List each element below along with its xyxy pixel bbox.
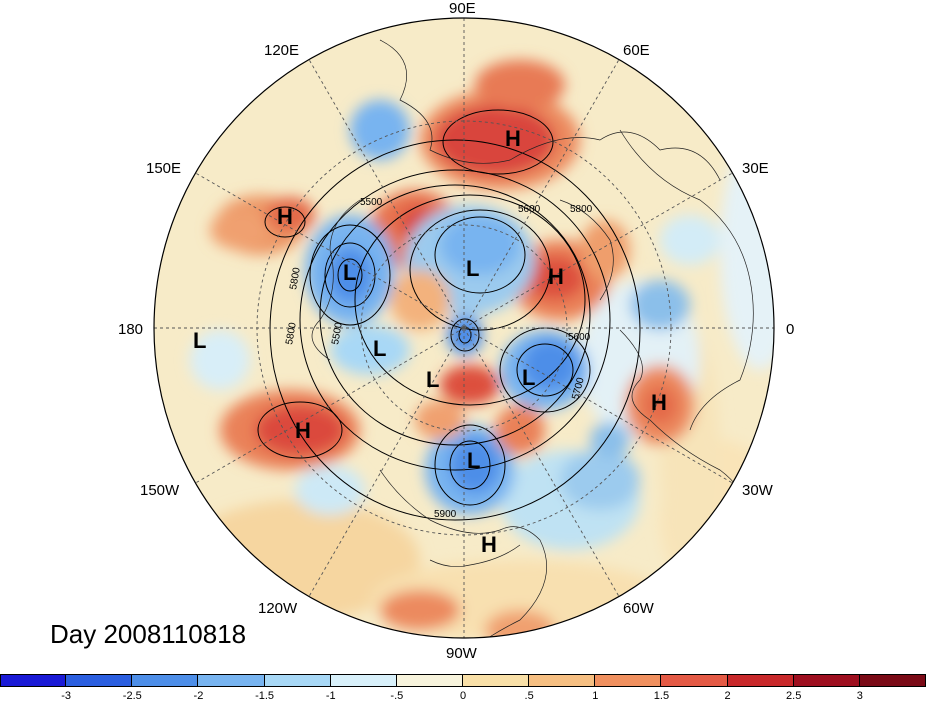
low-center: L bbox=[466, 256, 479, 281]
colorbar-tick-label: -1.5 bbox=[255, 690, 275, 702]
lon-label-180: 180 bbox=[118, 321, 143, 338]
colorbar-swatch bbox=[66, 674, 133, 687]
lon-label-60w: 60W bbox=[623, 600, 655, 617]
anomaly-field bbox=[154, 18, 774, 638]
contour-labels: 5600 5800 5500 5800 5500 5700 5600 5800 … bbox=[284, 197, 593, 520]
colorbar: -3 -2.5 -2 -1.5 -1 -.5 0 .5 1 1.5 2 2.5 3 bbox=[0, 674, 928, 702]
lon-label-120w: 120W bbox=[258, 600, 298, 617]
colorbar-tick-label: 2.5 bbox=[786, 690, 802, 702]
colorbar-swatch bbox=[264, 674, 331, 687]
contour-label: 5800 bbox=[570, 204, 593, 215]
contour-label: 5500 bbox=[330, 321, 345, 345]
lon-label-30w: 30W bbox=[742, 482, 774, 499]
colorbar-swatch bbox=[793, 674, 860, 687]
colorbar-tick-label: 3 bbox=[856, 690, 863, 702]
low-center: L bbox=[467, 448, 480, 473]
colorbar-swatch bbox=[132, 674, 199, 687]
graticule bbox=[154, 18, 774, 638]
height-contours bbox=[257, 109, 641, 521]
low-center: L bbox=[193, 328, 206, 353]
contour-label: 5600 bbox=[518, 204, 541, 215]
contour-label: 5800 bbox=[288, 266, 303, 290]
colorbar-tick-label: -3 bbox=[61, 690, 72, 702]
contour-label: 5600 bbox=[568, 332, 591, 343]
colorbar-swatch bbox=[529, 674, 596, 687]
lon-label-90w: 90W bbox=[446, 645, 478, 662]
longitude-labels: 90E 60E 30E 0 30W 60W 90W 120W 150W 180 … bbox=[118, 0, 794, 662]
day-title: Day 2008110818 bbox=[50, 619, 247, 649]
colorbar-swatch bbox=[198, 674, 265, 687]
colorbar-swatch bbox=[727, 674, 794, 687]
high-center: H bbox=[277, 204, 293, 229]
lon-label-150e: 150E bbox=[146, 160, 181, 177]
colorbar-frame bbox=[0, 674, 926, 687]
colorbar-swatch bbox=[0, 674, 67, 687]
colorbar-tick-label: 0 bbox=[459, 690, 467, 702]
colorbar-tick-label: 1.5 bbox=[653, 690, 670, 702]
colorbar-tick-label: -1 bbox=[325, 690, 336, 702]
contour-label: 5500 bbox=[360, 197, 383, 208]
colorbar-swatch bbox=[661, 674, 728, 687]
pressure-centers: H H L L H L L L L H H L H bbox=[193, 126, 667, 557]
high-center: H bbox=[651, 390, 667, 415]
low-center: L bbox=[522, 365, 535, 390]
colorbar-swatch bbox=[396, 674, 463, 687]
lon-label-0: 0 bbox=[786, 321, 794, 338]
high-center: H bbox=[295, 418, 311, 443]
low-center: L bbox=[373, 336, 386, 361]
colorbar-tick-label: .5 bbox=[524, 690, 534, 702]
lon-label-90e: 90E bbox=[449, 0, 476, 17]
lon-label-150w: 150W bbox=[140, 482, 180, 499]
colorbar-swatch bbox=[463, 674, 530, 687]
high-center: H bbox=[548, 264, 564, 289]
map-boundary bbox=[153, 17, 775, 639]
colorbar-tick-label: -2.5 bbox=[122, 690, 142, 702]
lon-label-60e: 60E bbox=[623, 42, 650, 59]
contour-label: 5900 bbox=[434, 509, 457, 520]
colorbar-tick-label: 1 bbox=[592, 690, 599, 702]
lon-label-120e: 120E bbox=[264, 42, 299, 59]
colorbar-swatch bbox=[595, 674, 662, 687]
colorbar-tick-label: -.5 bbox=[390, 690, 404, 702]
colorbar-swatch bbox=[330, 674, 397, 687]
colorbar-tick-label: -2 bbox=[193, 690, 204, 702]
low-center: L bbox=[426, 367, 439, 392]
high-center: H bbox=[505, 126, 521, 151]
colorbar-tick-label: 2 bbox=[724, 690, 731, 702]
low-center: L bbox=[343, 260, 356, 285]
lon-label-30e: 30E bbox=[742, 160, 769, 177]
high-center: H bbox=[481, 532, 497, 557]
contour-label: 5800 bbox=[284, 321, 299, 345]
